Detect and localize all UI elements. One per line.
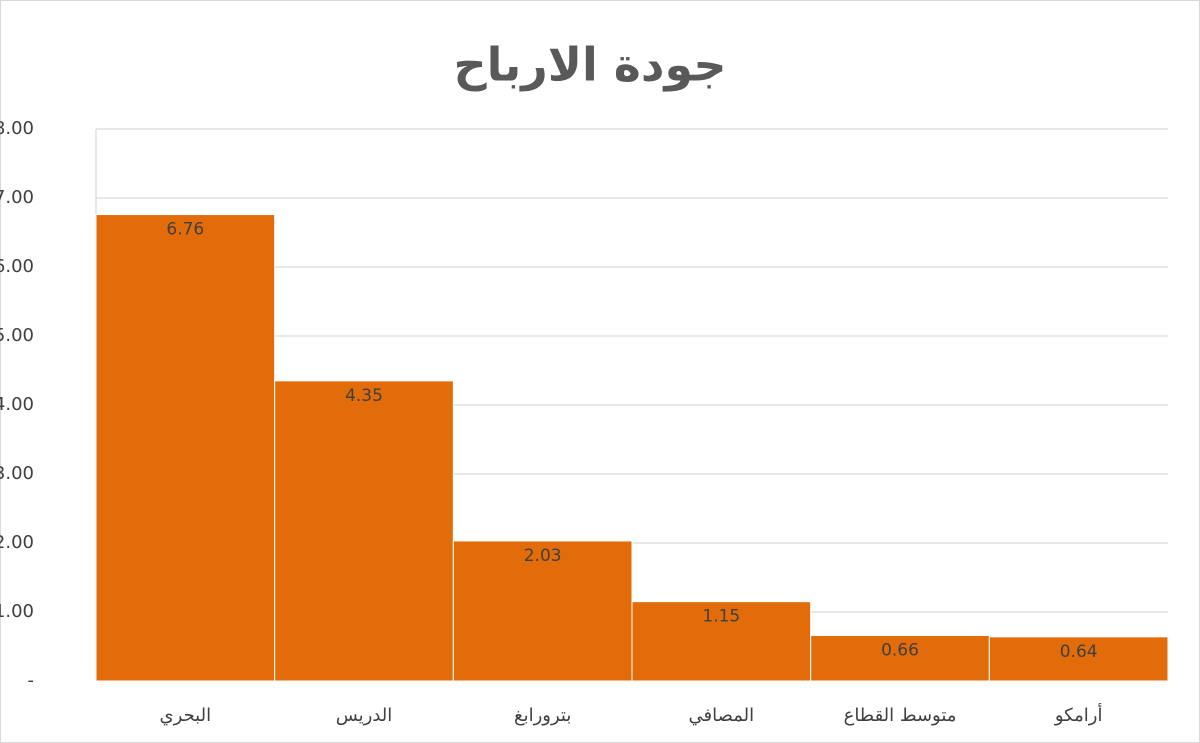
y-tick-label: 4.00 — [0, 394, 34, 415]
y-tick-label: 5.00 — [0, 325, 34, 346]
bar — [452, 540, 633, 682]
bar — [810, 634, 990, 682]
bar — [631, 601, 812, 682]
y-tick-label: 7.00 — [0, 187, 34, 208]
value-label: 1.15 — [702, 607, 740, 627]
x-tick-label: البحري — [160, 705, 212, 726]
x-tick-label: المصافي — [689, 705, 755, 726]
x-tick-label: الدريس — [336, 705, 393, 726]
value-label: 0.66 — [881, 640, 919, 660]
y-tick-label: 2.00 — [0, 532, 34, 553]
y-tick-label: 6.00 — [0, 256, 34, 277]
x-tick-label: بترورابغ — [514, 705, 571, 726]
x-tick-label: متوسط القطاع — [844, 705, 957, 726]
value-label: 2.03 — [524, 546, 562, 566]
y-tick-label: 8.00 — [0, 118, 34, 139]
value-label: 6.76 — [166, 220, 204, 240]
bar — [988, 636, 1169, 682]
bar — [95, 214, 276, 682]
value-label: 0.64 — [1060, 642, 1098, 662]
y-tick-label: - — [28, 670, 35, 691]
y-tick-label: 3.00 — [0, 463, 34, 484]
chart-title: جودة الارباح — [454, 38, 727, 92]
y-tick-label: 1.00 — [0, 601, 34, 622]
bar — [274, 380, 454, 682]
value-label: 4.35 — [345, 386, 383, 406]
x-tick-label: أرامكو — [1054, 703, 1103, 726]
